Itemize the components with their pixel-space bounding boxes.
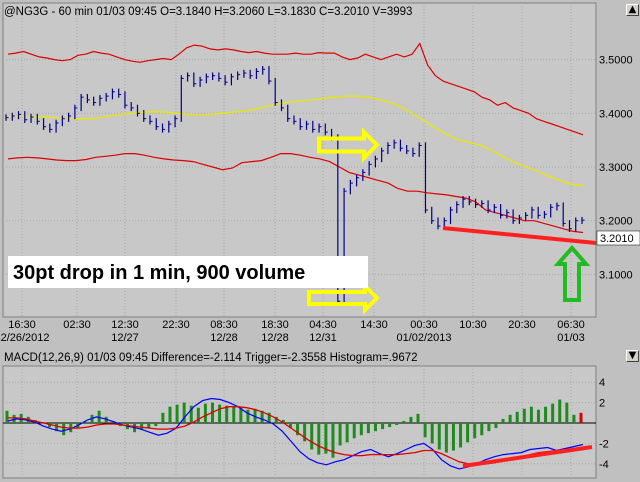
y-tick-label: 3.2000 [599, 216, 633, 228]
lower-band-line [7, 153, 584, 234]
x-tick-date: 12/27 [111, 332, 139, 344]
price-tag: 3.2010 [600, 233, 634, 245]
price-tag-box [596, 230, 640, 246]
yellow-arrow-icon [317, 127, 380, 163]
y-tick-label: 3.1000 [599, 269, 633, 281]
x-tick-time: 20:30 [508, 319, 536, 331]
x-tick-time: 04:30 [309, 319, 337, 331]
scroll-down-button[interactable]: ▼ [626, 350, 639, 362]
x-tick-date: 12/28 [210, 332, 238, 344]
x-tick-date: 12/28 [261, 332, 289, 344]
x-tick-time: 00:30 [410, 319, 438, 331]
chart-title: @NG3G - 60 min 01/03 09:45 O=3.1840 H=3.… [4, 6, 412, 18]
macd-annotations [462, 445, 593, 468]
scroll-up-button[interactable]: ▲ [626, 4, 639, 16]
middle-line [8, 95, 584, 187]
y-tick-label: 3.5000 [599, 55, 633, 67]
upper-band-line [7, 42, 584, 136]
macd-difference-line [7, 397, 584, 470]
x-tick-date: 12/31 [309, 332, 337, 344]
macd-title: MACD(12,26,9) 01/03 09:45 Difference=-2.… [4, 352, 418, 364]
y-tick-label: 4 [599, 377, 605, 389]
y-tick-label: 3.3000 [599, 162, 633, 174]
y-tick-label: -4 [599, 459, 609, 471]
y-tick-label: -2 [599, 438, 609, 450]
price-bars [5, 66, 585, 305]
support-trendline [442, 226, 597, 245]
green-arrow-icon [553, 244, 591, 302]
x-tick-date: 01/03 [557, 332, 585, 344]
annotation-text: 30pt drop in 1 min, 900 volume [13, 262, 305, 284]
x-tick-time: 14:30 [360, 319, 388, 331]
chevron-down-icon: ▼ [628, 350, 637, 361]
price-y-axis: 3.5000 3.4000 3.3000 3.2000 3.1000 [599, 55, 633, 282]
macd-y-axis: 4 2 -2 -4 [599, 377, 609, 471]
x-tick-time: 08:30 [210, 319, 238, 331]
x-tick-time: 10:30 [459, 319, 487, 331]
chevron-up-icon: ▲ [628, 4, 637, 15]
y-tick-label: 3.4000 [599, 108, 633, 120]
yellow-arrow-icon [307, 281, 380, 315]
bollinger-bands [7, 42, 584, 234]
macd-trendline [462, 445, 593, 468]
x-tick-time: 18:30 [261, 319, 289, 331]
x-tick-time: 06:30 [557, 319, 585, 331]
x-tick-time: 16:30 [8, 319, 36, 331]
y-tick-label: 2 [599, 398, 605, 410]
annotation-box [8, 256, 368, 288]
x-tick-time: 22:30 [162, 319, 190, 331]
x-tick-time: 12:30 [111, 319, 139, 331]
x-tick-date: 12/26/2012 [0, 332, 50, 344]
x-tick-date: 01/02/2013 [396, 332, 451, 344]
x-tick-time: 02:30 [63, 319, 91, 331]
